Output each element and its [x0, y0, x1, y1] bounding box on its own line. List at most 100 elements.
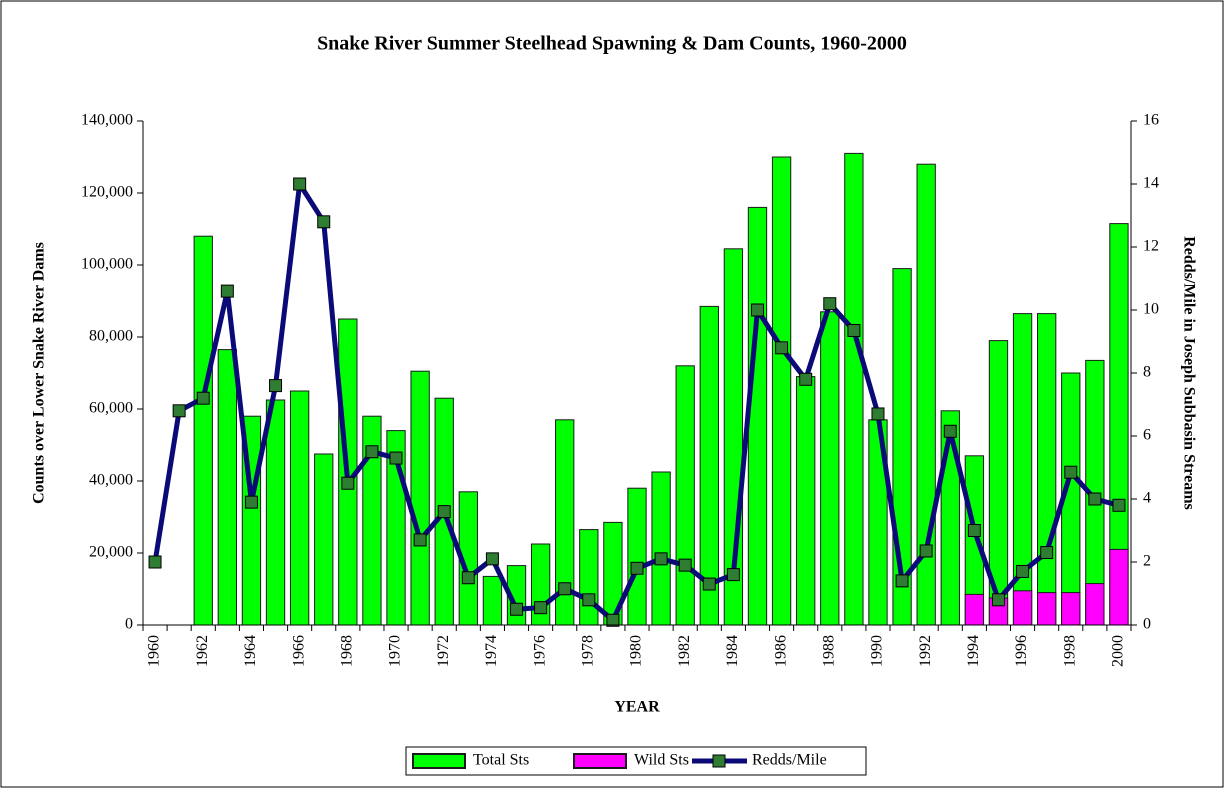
marker: [991, 593, 1005, 607]
bar: [1012, 590, 1033, 626]
x-tick-label: 1976: [531, 635, 548, 667]
marker: [534, 601, 548, 615]
legend-marker: [712, 754, 726, 768]
y-tick-label: 120,000: [81, 184, 133, 201]
marker: [293, 177, 307, 191]
legend-label: Wild Sts: [634, 752, 689, 769]
chart-title: Snake River Summer Steelhead Spawning & …: [317, 33, 907, 55]
marker: [1016, 564, 1030, 578]
marker: [1112, 498, 1126, 512]
y2-tick-label: 12: [1143, 238, 1159, 255]
x-tick-label: 1968: [339, 635, 356, 667]
marker: [510, 602, 524, 616]
marker: [365, 445, 379, 459]
marker: [943, 424, 957, 438]
legend-swatch: [573, 753, 627, 769]
bar: [651, 471, 671, 626]
bar: [627, 487, 647, 626]
x-tick-label: 1978: [579, 635, 596, 667]
bar: [820, 311, 840, 626]
y2-tick-label: 6: [1143, 427, 1151, 444]
marker: [558, 582, 572, 596]
marker: [244, 495, 258, 509]
y2-tick-label: 4: [1143, 490, 1151, 507]
x-tick-label: 1962: [194, 635, 211, 667]
bar: [410, 370, 430, 626]
bar: [1109, 548, 1129, 626]
marker: [1040, 546, 1054, 560]
marker: [196, 391, 210, 405]
bar: [1037, 313, 1057, 626]
x-tick-label: 1990: [869, 635, 886, 667]
marker: [389, 451, 403, 465]
marker: [582, 593, 596, 607]
y-tick-label: 20,000: [89, 544, 133, 561]
bar: [579, 529, 599, 626]
bar: [771, 156, 792, 626]
x-tick-label: 1986: [772, 635, 789, 667]
legend-label: Redds/Mile: [752, 752, 827, 769]
y-tick-label: 140,000: [81, 112, 133, 129]
marker: [775, 341, 789, 355]
y2-tick-label: 10: [1143, 301, 1159, 318]
bar: [1061, 592, 1081, 626]
marker: [461, 571, 475, 585]
marker: [437, 505, 451, 519]
x-axis-label: YEAR: [614, 699, 660, 716]
marker: [702, 577, 716, 591]
bar: [1085, 583, 1105, 626]
legend-frame: [405, 746, 867, 776]
bar: [675, 365, 695, 626]
y2-tick-label: 2: [1143, 553, 1151, 570]
marker: [485, 552, 499, 566]
marker: [654, 552, 668, 566]
y-tick-label: 0: [125, 616, 133, 633]
marker: [341, 476, 355, 490]
y-tick-label: 60,000: [89, 400, 133, 417]
bar: [964, 593, 985, 626]
x-tick-label: 1966: [290, 635, 307, 667]
x-tick-label: 1984: [724, 635, 741, 667]
x-tick-label: 1992: [917, 635, 934, 667]
legend-swatch: [412, 753, 466, 769]
marker: [895, 574, 909, 588]
y2-tick-label: 0: [1143, 616, 1151, 633]
marker: [726, 568, 740, 582]
bar: [844, 152, 864, 626]
bar: [482, 575, 503, 626]
y-tick-label: 40,000: [89, 472, 133, 489]
bar: [217, 349, 237, 626]
y-tick-label: 80,000: [89, 328, 133, 345]
x-tick-label: 1970: [387, 635, 404, 667]
bar: [796, 376, 816, 626]
bar: [265, 399, 286, 626]
x-tick-label: 1994: [965, 635, 982, 667]
legend-label: Total Sts: [473, 752, 529, 769]
x-tick-label: 1980: [628, 635, 645, 667]
x-tick-label: 1960: [146, 635, 163, 667]
bar: [1037, 592, 1057, 626]
marker: [919, 544, 933, 558]
marker: [871, 407, 885, 421]
x-tick-label: 1974: [483, 635, 500, 667]
y-axis-label: Counts over Lower Snake River Dams: [31, 242, 48, 504]
x-tick-label: 1972: [435, 635, 452, 667]
x-tick-label: 1988: [820, 635, 837, 667]
bar: [747, 206, 768, 626]
bar: [193, 235, 213, 626]
marker: [630, 561, 644, 575]
bar: [314, 453, 334, 626]
marker: [1064, 465, 1078, 479]
marker: [823, 297, 837, 311]
marker: [1088, 492, 1102, 506]
marker: [413, 533, 427, 547]
y2-tick-label: 8: [1143, 364, 1151, 381]
bar: [289, 390, 310, 626]
marker: [678, 558, 692, 572]
x-tick-label: 1998: [1061, 635, 1078, 667]
marker: [967, 524, 981, 537]
marker: [847, 323, 861, 337]
x-tick-label: 1996: [1013, 635, 1030, 667]
legend: Total Sts Wild Sts Redds/Mile: [405, 746, 867, 776]
y-tick-label: 100,000: [81, 256, 133, 273]
